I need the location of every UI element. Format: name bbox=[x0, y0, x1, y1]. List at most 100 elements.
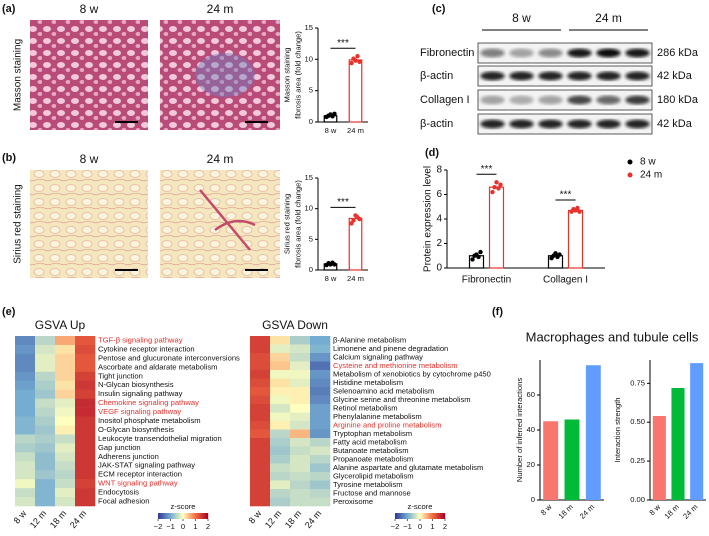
colorbar-label: z-score bbox=[408, 502, 433, 511]
colorbar-label: z-score bbox=[171, 502, 196, 511]
colorbar-segment bbox=[415, 513, 417, 519]
heatmap-cell bbox=[55, 434, 76, 444]
heatmap-cell bbox=[310, 480, 331, 490]
heatmap-cell bbox=[15, 398, 36, 408]
heatmap-cell bbox=[35, 434, 56, 444]
heatmap-cell bbox=[290, 387, 311, 396]
row-label: Ascorbate and aldarate metabolism bbox=[98, 362, 217, 371]
heatmap-cell bbox=[75, 389, 96, 399]
heatmap-cell bbox=[75, 497, 96, 507]
data-point bbox=[357, 59, 362, 65]
data-point bbox=[557, 252, 562, 257]
row-label: Limonene and pinene degradation bbox=[333, 344, 448, 353]
heatmap-cell bbox=[15, 344, 36, 355]
colorbar-segment bbox=[407, 513, 409, 519]
heatmap-cell bbox=[290, 404, 311, 413]
heatmap-cell bbox=[250, 429, 271, 439]
heatmap-cell bbox=[55, 371, 76, 382]
colorbar-segment bbox=[437, 513, 439, 519]
heatmap-cell bbox=[35, 389, 56, 399]
colorbar-segment bbox=[441, 513, 443, 519]
heatmap-cell bbox=[55, 353, 76, 364]
heatmap-cell bbox=[250, 395, 271, 405]
heatmap-cell bbox=[15, 452, 36, 462]
heatmap-cell bbox=[35, 353, 56, 364]
heatmap-cell bbox=[310, 361, 331, 371]
significance: *** bbox=[337, 197, 349, 208]
heatmap-cell bbox=[75, 362, 96, 373]
colorbar-segment bbox=[396, 513, 398, 519]
heatmap-cell bbox=[35, 380, 56, 390]
colorbar-segment bbox=[410, 513, 412, 519]
blot-band bbox=[509, 71, 534, 81]
heatmap-cell bbox=[55, 389, 76, 399]
row-label: Metabolism of xenobiotics by cytochrome … bbox=[333, 369, 491, 378]
colorbar-segment bbox=[158, 513, 160, 519]
row-label: JAK-STAT signaling pathway bbox=[98, 461, 195, 470]
data-point bbox=[351, 218, 356, 223]
size-label: 180 kDa bbox=[657, 94, 699, 106]
row-label: Tryptophan metabolism bbox=[333, 429, 412, 438]
bar bbox=[564, 419, 580, 500]
heatmap-cell bbox=[290, 497, 311, 507]
blot-band bbox=[538, 71, 563, 81]
heatmap-cell bbox=[250, 370, 271, 379]
x-tick-label: 8 w bbox=[325, 274, 337, 283]
colorbar-segment bbox=[428, 513, 430, 519]
heatmap-cell bbox=[15, 336, 36, 346]
heatmap-cell bbox=[55, 407, 76, 417]
blot-band bbox=[625, 95, 650, 105]
heatmap-cell bbox=[310, 438, 331, 447]
y-tick-label: 6 bbox=[436, 189, 442, 200]
row-label: Insulin signaling pathway bbox=[98, 389, 183, 398]
heatmap-cell bbox=[290, 361, 311, 371]
heatmap-cell bbox=[15, 362, 36, 373]
colorbar-segment bbox=[434, 513, 436, 519]
row-label: Leukocyte transendothelial migration bbox=[98, 434, 222, 443]
chart-title: GSVA Down bbox=[262, 318, 328, 332]
colorbar-segment bbox=[435, 513, 437, 519]
heatmap-cell bbox=[270, 438, 291, 447]
column-label: 24 m bbox=[68, 508, 89, 530]
panel-label: (d) bbox=[425, 147, 439, 159]
chart-title: GSVA Up bbox=[35, 318, 86, 332]
heatmap-cell bbox=[310, 387, 331, 396]
data-point bbox=[494, 180, 499, 185]
heatmap-cell bbox=[310, 489, 331, 498]
colorbar-segment bbox=[200, 513, 202, 519]
data-point bbox=[353, 58, 358, 63]
heatmap-cell bbox=[310, 412, 331, 422]
colorbar-tick-label: −1 bbox=[403, 522, 412, 531]
heatmap-cell bbox=[75, 344, 96, 355]
heatmap-cell bbox=[250, 344, 271, 354]
colorbar-segment bbox=[168, 513, 170, 519]
row-label: O-Glycan biosynthesis bbox=[98, 425, 174, 434]
panel-label: (c) bbox=[432, 3, 446, 15]
colorbar-tick-label: 0 bbox=[418, 522, 422, 531]
heatmap-cell bbox=[270, 378, 291, 388]
colorbar-segment bbox=[189, 513, 191, 519]
y-tick-label: 0.50 bbox=[630, 417, 645, 426]
colorbar-segment bbox=[169, 513, 171, 519]
y-axis-label: fibrosis area (fold change) bbox=[294, 31, 303, 119]
colorbar-segment bbox=[401, 513, 403, 519]
y-tick-label: 5 bbox=[309, 86, 313, 95]
data-point bbox=[357, 216, 362, 222]
heatmap-cell bbox=[55, 488, 76, 498]
heatmap-cell bbox=[55, 380, 76, 390]
heatmap-cell bbox=[55, 443, 76, 453]
heatmap-cell bbox=[270, 497, 291, 507]
heatmap-cell bbox=[75, 434, 96, 444]
panel-label: (e) bbox=[2, 306, 16, 318]
histology-image bbox=[160, 170, 280, 278]
data-point bbox=[492, 184, 497, 190]
heatmap-cell bbox=[270, 421, 291, 430]
row-label: Inositol phosphate metabolism bbox=[98, 416, 201, 425]
blot-band bbox=[480, 119, 505, 129]
blot-strip bbox=[477, 113, 653, 135]
colorbar-segment bbox=[442, 513, 444, 519]
heatmap-cell bbox=[270, 395, 291, 405]
colorbar-segment bbox=[403, 513, 405, 519]
data-point bbox=[577, 209, 582, 214]
heatmap-cell bbox=[310, 353, 331, 362]
